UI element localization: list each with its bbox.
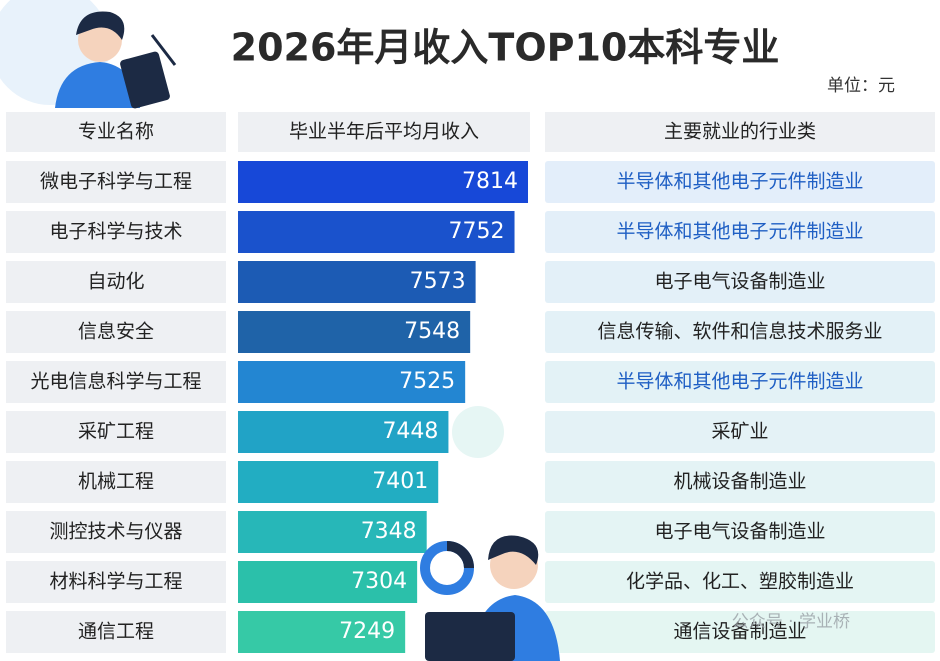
category-cell <box>6 611 226 653</box>
industry-label: 信息传输、软件和信息技术服务业 <box>597 321 882 343</box>
column-header: 主要就业的行业类 <box>664 121 816 143</box>
category-label: 采矿工程 <box>78 421 154 443</box>
bar <box>238 511 427 553</box>
person-illustration <box>55 11 177 109</box>
industry-label: 半导体和其他电子元件制造业 <box>616 171 863 193</box>
category-label: 材料科学与工程 <box>49 571 182 593</box>
industry-label: 电子电气设备制造业 <box>654 521 825 543</box>
watermark: 公众号 · 学业桥 <box>732 612 850 632</box>
industry-cell <box>545 361 935 403</box>
industry-cell <box>545 511 935 553</box>
category-label: 测控技术与仪器 <box>49 521 182 543</box>
industry-cell <box>545 311 935 353</box>
industry-cell <box>545 561 935 603</box>
category-label: 光电信息科学与工程 <box>30 371 201 393</box>
value-label: 7304 <box>351 569 407 594</box>
value-label: 7814 <box>462 169 518 194</box>
category-cell <box>6 311 226 353</box>
bar <box>238 161 529 203</box>
bar <box>238 461 439 503</box>
category-cell <box>6 211 226 253</box>
value-label: 7573 <box>410 269 466 294</box>
bar <box>238 411 449 453</box>
value-label: 7348 <box>361 519 417 544</box>
bar <box>238 211 515 253</box>
value-label: 7752 <box>449 219 505 244</box>
bar <box>238 311 471 353</box>
value-label: 7448 <box>382 419 438 444</box>
category-cell <box>6 161 226 203</box>
bar <box>238 561 418 603</box>
category-cell <box>6 461 226 503</box>
decor-circle <box>452 406 504 458</box>
category-label: 自动化 <box>87 271 144 293</box>
industry-cell <box>545 261 935 303</box>
category-cell <box>6 561 226 603</box>
laptop-illustration <box>420 535 560 661</box>
category-label: 微电子科学与工程 <box>40 171 192 193</box>
industry-cell <box>545 211 935 253</box>
industry-label: 通信设备制造业 <box>673 621 806 643</box>
industry-cell <box>545 611 935 653</box>
category-label: 通信工程 <box>78 621 154 643</box>
unit-label: 单位：元 <box>827 76 895 96</box>
industry-label: 电子电气设备制造业 <box>654 271 825 293</box>
industry-label: 机械设备制造业 <box>673 471 806 493</box>
bar <box>238 611 406 653</box>
column-header: 毕业半年后平均月收入 <box>289 121 479 143</box>
industry-label: 化学品、化工、塑胶制造业 <box>626 571 854 593</box>
category-label: 信息安全 <box>78 321 154 343</box>
industry-cell <box>545 461 935 503</box>
industry-cell <box>545 411 935 453</box>
category-label: 机械工程 <box>78 471 154 493</box>
value-label: 7249 <box>339 619 395 644</box>
industry-label: 半导体和其他电子元件制造业 <box>616 371 863 393</box>
category-cell <box>6 411 226 453</box>
header-cell <box>6 112 226 152</box>
bar <box>238 361 466 403</box>
industry-label: 半导体和其他电子元件制造业 <box>616 221 863 243</box>
header-cell <box>238 112 530 152</box>
chart-title: 2026年月收入TOP10本科专业 <box>231 26 780 70</box>
industry-cell <box>545 161 935 203</box>
value-label: 7548 <box>404 319 460 344</box>
header-cell <box>545 112 935 152</box>
category-cell <box>6 261 226 303</box>
value-label: 7401 <box>372 469 428 494</box>
value-label: 7525 <box>399 369 455 394</box>
bar <box>238 261 476 303</box>
category-cell <box>6 361 226 403</box>
category-label: 电子科学与技术 <box>49 221 182 243</box>
column-header: 专业名称 <box>78 121 154 143</box>
category-cell <box>6 511 226 553</box>
industry-label: 采矿业 <box>711 421 768 443</box>
